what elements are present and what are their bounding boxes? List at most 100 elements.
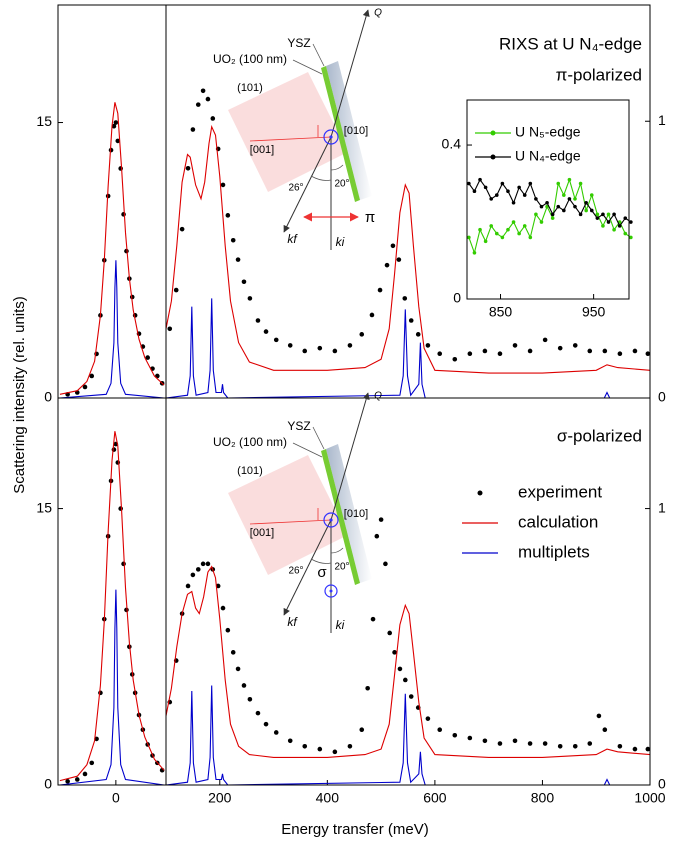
data-point: [225, 213, 231, 218]
data-point: [589, 193, 594, 197]
data-point: [113, 120, 119, 125]
data-point: [623, 216, 628, 220]
annotation: (101): [237, 82, 263, 94]
polarization-dot: [329, 589, 333, 593]
data-point: [82, 771, 88, 777]
data-point: [632, 348, 638, 354]
data-point: [482, 348, 488, 354]
data-point: [596, 713, 602, 719]
data-point: [397, 666, 403, 672]
annotation: [010]: [344, 125, 368, 137]
data-point: [494, 231, 499, 236]
data-point: [557, 345, 563, 351]
panel-title: RIXS at U N₄-edge: [499, 34, 642, 53]
data-point: [489, 224, 494, 228]
data-point: [517, 231, 521, 236]
data-point: [387, 630, 393, 636]
data-point: [220, 605, 226, 611]
annotation: [010]: [344, 508, 368, 520]
data-point: [601, 224, 605, 228]
data-point: [384, 262, 390, 268]
data-point: [190, 127, 196, 132]
data-point: [534, 197, 538, 201]
y-tick-label: 15: [36, 499, 52, 515]
data-point: [167, 326, 173, 332]
data-point: [74, 777, 80, 782]
data-point: [542, 337, 548, 343]
data-point: [230, 237, 236, 243]
data-point: [235, 666, 241, 672]
legend-label: U N₄-edge: [515, 148, 581, 164]
series-line: [59, 589, 165, 785]
data-point: [241, 683, 247, 688]
data-point: [255, 710, 261, 716]
data-point: [185, 165, 191, 171]
crystal-plane: [228, 72, 348, 192]
leader: [312, 43, 325, 67]
y-tick-label: 0: [44, 776, 52, 792]
data-point: [472, 251, 477, 255]
data-point: [200, 561, 206, 567]
data-point: [573, 197, 577, 201]
data-point: [595, 216, 600, 220]
data-point: [195, 567, 201, 572]
angle-arc: [330, 547, 344, 554]
data-point: [452, 356, 458, 362]
data-point: [497, 741, 503, 746]
annotation: kf: [287, 232, 298, 246]
data-point: [562, 193, 566, 197]
data-point: [185, 583, 191, 589]
series-line: [59, 102, 165, 395]
data-point: [587, 348, 593, 354]
annotation: Q: [374, 391, 382, 402]
panel-subtitle: σ-polarized: [557, 426, 642, 445]
legend-marker: [490, 130, 496, 136]
data-point: [205, 561, 211, 567]
data-point: [512, 738, 518, 744]
data-point: [478, 177, 482, 182]
rotation-axis-dot: [329, 518, 333, 522]
data-point: [578, 212, 583, 217]
data-point: [378, 517, 384, 522]
data-point: [578, 181, 583, 186]
data-point: [273, 730, 279, 735]
data-point: [287, 738, 293, 744]
data-point: [402, 296, 408, 301]
data-point: [606, 212, 611, 217]
data-point: [89, 373, 95, 379]
panel-frame: [165, 397, 651, 786]
rotation-axis: [323, 512, 339, 528]
data-point: [500, 181, 505, 186]
data-point: [545, 200, 549, 205]
x-tick-label: 950: [582, 304, 606, 320]
film: [321, 66, 360, 202]
data-point: [273, 337, 279, 343]
data-point: [557, 744, 563, 749]
data-point: [359, 727, 365, 733]
data-point: [369, 312, 375, 318]
x-tick-label: 850: [489, 304, 513, 320]
data-point: [482, 738, 488, 744]
data-point: [489, 197, 494, 201]
angle-arc: [310, 558, 332, 564]
data-point: [556, 181, 561, 186]
data-point: [287, 343, 293, 348]
data-point: [567, 177, 572, 182]
data-point: [629, 235, 633, 240]
data-point: [437, 727, 443, 733]
substrate: [326, 61, 372, 200]
data-point: [573, 204, 577, 209]
data-point: [317, 746, 323, 752]
panel-subtitle: π-polarized: [556, 65, 642, 84]
annotation: ki: [336, 618, 345, 632]
data-point: [121, 212, 126, 217]
data-point: [225, 627, 231, 633]
data-point: [483, 185, 488, 190]
crystal-plane: [228, 455, 348, 575]
panel: 0 1 200 400 600 800 1000 σ-polarized experiment c…: [165, 397, 666, 806]
data-point: [118, 166, 123, 171]
data-point: [82, 384, 88, 390]
y-tick-label: 0.4: [442, 136, 462, 152]
